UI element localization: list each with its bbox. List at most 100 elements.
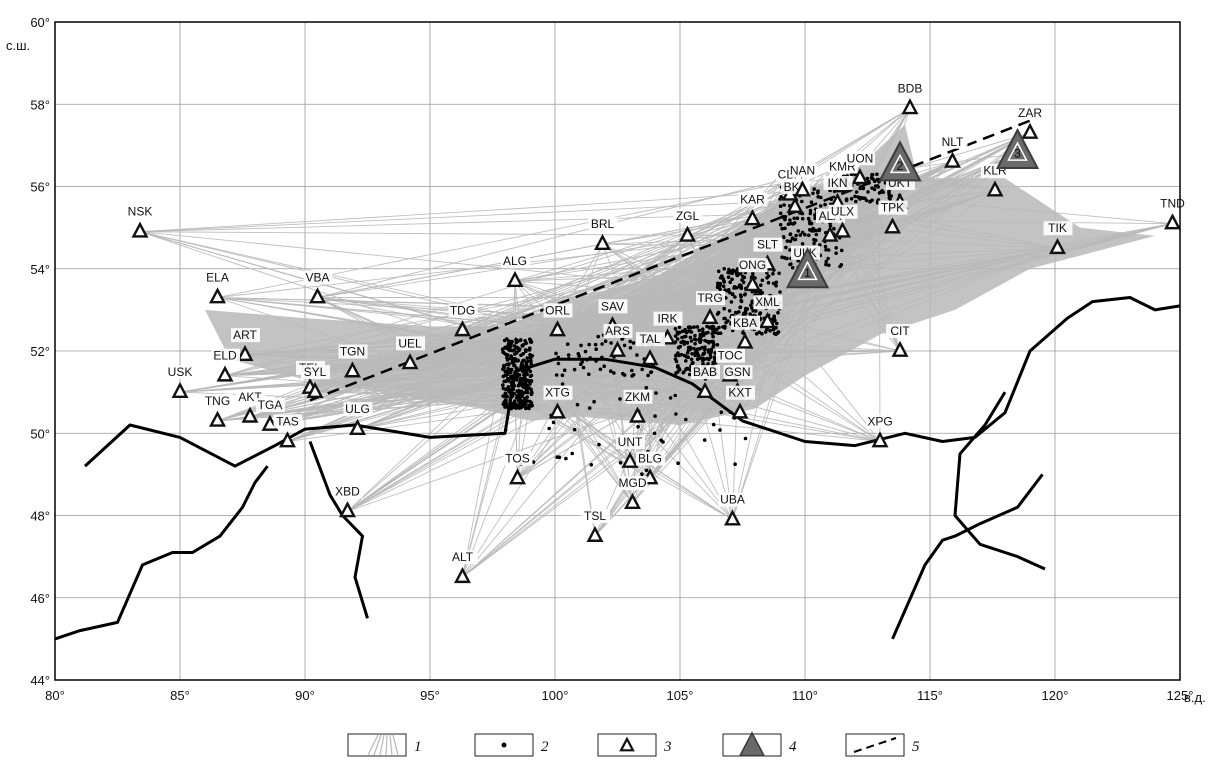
epicenter-dot	[739, 286, 744, 291]
station-label: TPK	[881, 201, 904, 215]
epicenter-dot	[511, 374, 516, 378]
epicenter-dot	[774, 332, 778, 337]
epicenter-dot	[686, 355, 690, 360]
station-label-bg	[896, 81, 925, 96]
profile-line	[309, 119, 1031, 402]
epicenter-dot	[738, 305, 743, 310]
epicenter-dot	[816, 191, 820, 195]
epicenter-dot	[500, 347, 505, 352]
epicenter-dot	[504, 401, 509, 406]
epicenter-dot	[509, 375, 513, 380]
stations: NSKELAVBAARTELDTELSYLTGNUELUSKAKTTGATNGT…	[126, 81, 1188, 584]
epicenter-dot	[524, 349, 528, 354]
epicenter-dot	[692, 337, 697, 341]
epicenter-dot	[759, 283, 763, 288]
epicenter-dot	[824, 247, 828, 252]
epicenter-dot	[600, 355, 604, 360]
station-label-bg	[738, 192, 768, 207]
station-label-bg	[448, 303, 478, 318]
station-triangle-icon	[339, 501, 356, 518]
station-label: XTG	[545, 386, 570, 400]
epicenter-dot	[597, 442, 601, 447]
epicenter-dot	[834, 251, 838, 255]
epicenter-dot	[723, 288, 727, 292]
map-frame	[54, 21, 1181, 681]
epicenter-dot	[501, 367, 505, 372]
epicenter-dot	[701, 333, 706, 338]
epicenter-dot	[693, 353, 697, 358]
epicenter-dot	[808, 208, 813, 213]
epicenter-dot	[728, 291, 732, 295]
epicenter-dot	[812, 237, 816, 242]
epicenter-dot	[583, 349, 588, 354]
epicenter-dot	[529, 362, 533, 366]
epicenter-dot	[659, 438, 663, 443]
station-label: ONG	[739, 258, 766, 272]
ray-path	[317, 200, 833, 298]
station-label-bg	[501, 254, 530, 269]
epicenter-dot	[547, 426, 551, 431]
epicenter-dot	[528, 369, 533, 374]
epicenter-dot	[865, 176, 870, 181]
epicenter-dot	[722, 279, 726, 283]
station-triangle-icon	[744, 274, 761, 292]
epicenter-dot	[700, 327, 705, 332]
epicenter-dot	[748, 312, 752, 316]
legend-number: 2	[541, 739, 549, 755]
station-label-bg	[846, 151, 875, 166]
epicenter-dot	[726, 288, 731, 292]
epicenter-dot	[572, 427, 577, 432]
epicenter-dot	[796, 229, 801, 233]
epicenter-dot	[743, 309, 748, 313]
station-label: NSK	[128, 205, 153, 219]
station-triangle-icon	[209, 410, 226, 427]
station-label: TOC	[717, 349, 742, 363]
epicenter-dot	[636, 425, 640, 429]
lon-tick-label: 90°	[295, 688, 315, 703]
station-label-bg	[788, 163, 818, 178]
epicenter-dot	[517, 347, 522, 352]
epicenter-dot	[728, 410, 733, 415]
epicenter-dot	[600, 342, 604, 346]
station-triangle-icon	[641, 348, 659, 366]
epicenter-dot	[814, 228, 819, 233]
epicenter-dot	[644, 468, 649, 473]
epicenter-dot	[849, 196, 854, 201]
epicenter-dot	[708, 355, 713, 360]
epicenter-dot	[751, 271, 755, 276]
network-number: 2	[897, 159, 904, 173]
epicenter-dot	[652, 431, 657, 436]
epicenter-dot	[508, 391, 513, 395]
station-label-bg	[828, 204, 858, 219]
station-triangle-icon	[131, 221, 149, 238]
epicenter-dot	[809, 200, 814, 204]
station-label-bg	[543, 303, 573, 318]
station-triangle-icon	[986, 180, 1004, 197]
station-label-bg	[753, 295, 783, 310]
epicenter-dot	[688, 335, 693, 340]
epicenter-dot	[773, 318, 777, 323]
epicenter-dot	[709, 350, 713, 354]
station-triangle-icon	[236, 344, 254, 362]
epicenter-dot	[518, 392, 523, 396]
station-triangle-icon	[344, 361, 361, 378]
epicenter-dot	[817, 228, 821, 233]
epicenter-dot	[524, 341, 528, 346]
epicenter-dot	[781, 235, 786, 239]
ray-path	[139, 187, 850, 233]
epicenter-dot	[792, 221, 797, 225]
station-label: UON	[847, 151, 874, 165]
epicenter-dot	[511, 387, 516, 392]
epicenter-dot	[682, 340, 687, 344]
epicenter-dot	[765, 276, 769, 280]
epicenter-dot	[741, 330, 745, 335]
epicenter-dot	[514, 340, 518, 345]
epicenter-dot	[854, 199, 858, 204]
station-label-bg	[753, 237, 783, 252]
epicenter-dot	[503, 391, 508, 396]
epicenter-dot	[694, 348, 699, 353]
station-label: NAN	[790, 164, 815, 178]
epicenter-dot	[505, 355, 509, 360]
epicenter-dot	[683, 334, 687, 339]
epicenter-dot	[690, 352, 694, 356]
